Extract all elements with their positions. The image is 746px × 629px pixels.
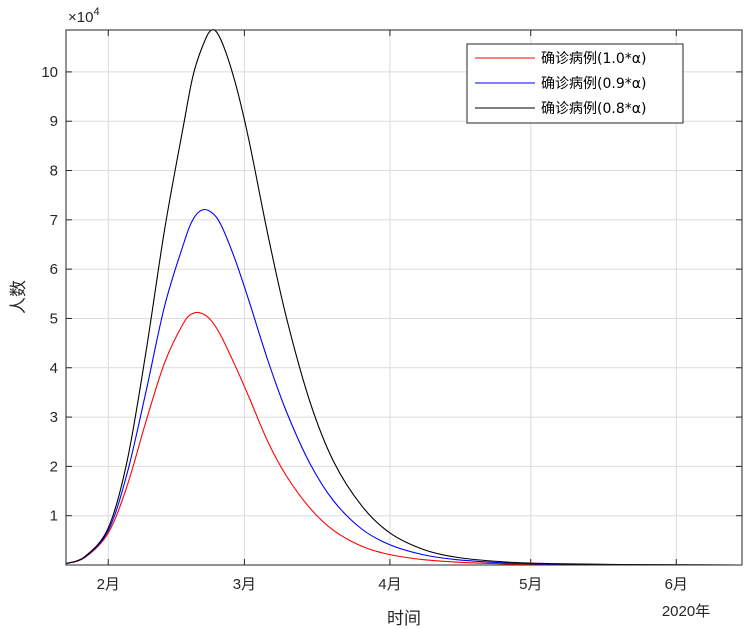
y-tick-label: 3 [50,409,58,426]
x-tick-label: 4月 [378,576,401,593]
y-tick-label: 7 [50,212,58,229]
x-axis-label: 时间 [387,609,421,629]
y-exponent-label: ×104 [68,6,100,26]
legend-label-3: 确诊病例(0.8*α) [541,101,646,117]
y-tick-label: 8 [50,163,58,180]
y-tick-label: 4 [50,360,58,377]
x-tick-label: 5月 [519,576,542,593]
series-line-1 [65,311,743,566]
x-tick-label: 3月 [233,576,256,593]
y-tick-label: 6 [50,261,58,278]
x-year-label: 2020年 [662,603,710,620]
y-axis-label: 人数 [9,280,29,314]
y-tick-label: 2 [50,458,58,475]
plot-frame [65,29,743,566]
series-line-3 [65,29,743,566]
legend: 确诊病例(1.0*α) 确诊病例(0.9*α) 确诊病例(0.8*α) [466,43,684,124]
series-line-2 [65,208,743,566]
series-layer [65,29,743,566]
y-tick-label: 9 [50,113,58,130]
y-tick-label: 5 [50,310,58,327]
x-tick-label: 2月 [97,576,120,593]
grid [66,30,742,565]
legend-label-2: 确诊病例(0.9*α) [541,76,646,92]
y-exponent-power: 4 [93,6,99,18]
y-tick-label: 10 [41,64,58,81]
axes: 2月 3月 4月 5月 6月 1 2 3 4 5 6 7 8 9 10 [41,30,742,593]
y-tick-label: 1 [50,508,58,525]
legend-label-1: 确诊病例(1.0*α) [541,51,646,67]
x-tick-label: 6月 [665,576,688,593]
